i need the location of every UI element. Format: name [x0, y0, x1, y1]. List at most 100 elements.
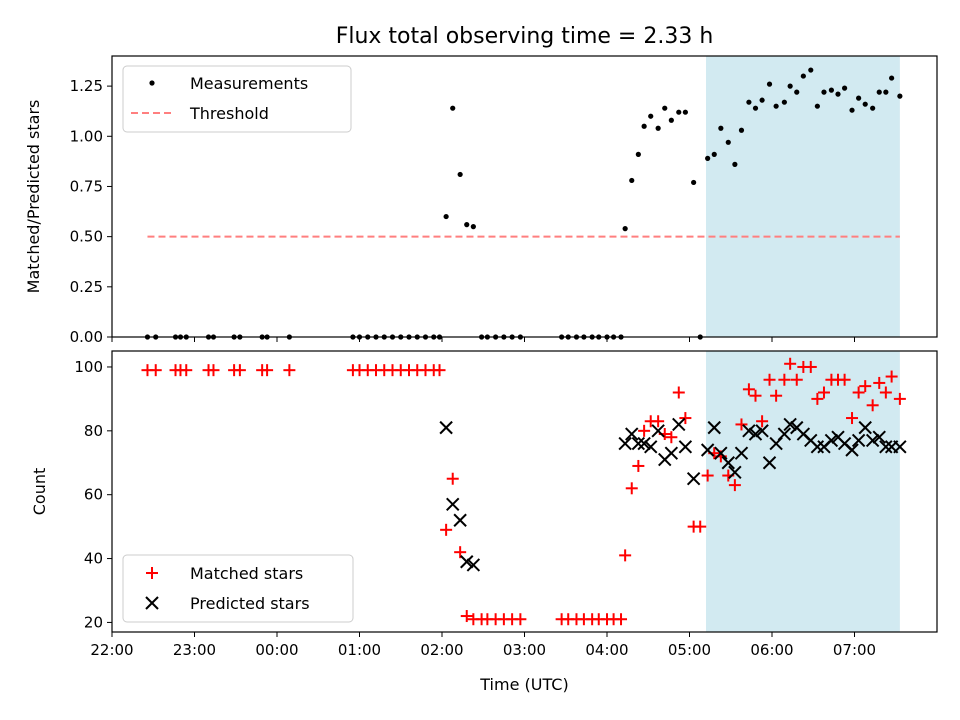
top-legend-frame — [122, 65, 352, 133]
legend-predicted-label: Predicted stars — [190, 594, 310, 613]
y-tick-label: 1.00 — [70, 127, 103, 145]
matched-stars-point — [615, 613, 628, 626]
matched-stars-point — [749, 389, 762, 402]
predicted-stars-point — [631, 436, 646, 451]
predicted-stars-point — [742, 424, 756, 438]
predicted-stars-point — [865, 433, 880, 448]
predicted-stars-point — [678, 440, 693, 454]
predicted-stars-point — [672, 417, 686, 432]
predicted-stars-point — [872, 430, 886, 444]
measurement-point — [676, 109, 682, 115]
x-tick-label: 23:00 — [173, 641, 216, 659]
predicted-stars-point — [700, 443, 715, 457]
measurement-point — [711, 151, 717, 157]
matched-stars-point — [846, 412, 859, 425]
measurement-point — [705, 155, 711, 161]
predicted-stars-point — [762, 456, 777, 470]
top-x-ticks — [111, 337, 855, 342]
predicted-stars-point — [618, 436, 632, 451]
measurement-point — [457, 171, 463, 178]
y-tick-label: 0.00 — [70, 328, 103, 346]
matched-stars-point — [811, 392, 824, 405]
predicted-stars-point — [721, 456, 735, 470]
matched-stars-point — [893, 392, 906, 405]
matched-stars-point — [665, 431, 678, 444]
predicted-stars-point — [637, 436, 651, 451]
measurement-point — [821, 89, 827, 95]
measurement-point — [718, 125, 724, 131]
predicted-stars-point — [686, 472, 701, 486]
matched-stars-point — [446, 472, 459, 485]
top-shaded-region — [706, 56, 900, 337]
measurement-point — [752, 105, 759, 111]
matched-stars-point — [770, 389, 783, 402]
matched-stars-point — [742, 383, 755, 396]
top-y-axis-label: Matched/Predicted stars — [24, 100, 43, 294]
predicted-stars-point — [439, 420, 453, 435]
x-tick-label: 00:00 — [255, 641, 298, 659]
matched-stars-point — [652, 415, 665, 428]
predicted-stars-point — [453, 513, 467, 527]
predicted-stars-point — [714, 446, 728, 460]
bottom-panel: 22:00 23:00 00:00 01:00 02:00 03:00 04:00 05:00… — [30, 350, 938, 694]
measurement-point — [862, 101, 868, 107]
measurement-point — [883, 89, 889, 95]
measurement-point — [794, 89, 800, 95]
matched-stars-point — [207, 364, 220, 377]
x-tick-label: 07:00 — [833, 641, 876, 659]
matched-stars-point — [852, 386, 865, 399]
bottom-legend: Matched stars Predicted stars — [122, 554, 354, 623]
y-tick-label: 60 — [84, 486, 103, 504]
predicted-stars-point — [460, 555, 474, 569]
measurement-point — [876, 89, 882, 95]
measurement-point — [800, 73, 806, 79]
legend-measurements-label: Measurements — [190, 74, 308, 93]
matched-stars-point — [679, 412, 692, 425]
y-tick-label: 1.25 — [70, 77, 103, 95]
measurement-point — [668, 117, 674, 123]
matched-stars-point — [283, 364, 296, 377]
predicted-stars-point — [783, 417, 797, 432]
predicted-stars-point — [748, 427, 763, 441]
measurement-point — [842, 85, 848, 91]
predicted-stars-point — [446, 497, 460, 511]
matched-stars-point — [728, 479, 741, 492]
matched-stars-point — [763, 373, 776, 386]
matched-stars-point — [440, 523, 453, 536]
predicted-stars-point — [707, 420, 721, 435]
matched-stars-point — [873, 376, 886, 389]
x-tick-label: 04:00 — [585, 641, 628, 659]
y-tick-label: 0.50 — [70, 228, 103, 246]
measurement-point — [814, 103, 820, 109]
matched-stars-point — [460, 610, 473, 623]
measurement-point — [781, 99, 787, 105]
matched-stars-point — [694, 520, 707, 533]
bottom-x-ticks: 22:00 23:00 00:00 01:00 02:00 03:00 04:00 05:00… — [90, 632, 876, 659]
matched-stars-point — [454, 546, 467, 559]
predicted-stars-point — [879, 440, 893, 454]
predicted-stars-point — [777, 427, 792, 441]
legend-matched-label: Matched stars — [190, 564, 303, 583]
matched-stars-point — [838, 373, 851, 386]
x-tick-label: 03:00 — [503, 641, 546, 659]
predicted-stars-point — [755, 424, 769, 438]
bottom-series-group — [141, 357, 907, 626]
x-tick-label: 06:00 — [750, 641, 793, 659]
measurement-point — [856, 95, 862, 101]
matched-stars-point — [817, 386, 830, 399]
measurement-point — [682, 109, 688, 115]
measurement-point — [464, 222, 470, 228]
legend-matched-marker — [146, 567, 158, 579]
measurement-point — [738, 127, 745, 133]
measurement-point — [732, 161, 738, 167]
y-tick-label: 100 — [74, 358, 103, 376]
matched-stars-point — [433, 364, 446, 377]
bottom-y-axis-label: Count — [30, 468, 49, 516]
measurement-point — [655, 125, 661, 131]
predicted-stars-point — [845, 443, 859, 457]
matched-stars-point — [735, 418, 748, 431]
measurement-point — [622, 226, 628, 232]
measurement-point — [662, 105, 668, 111]
y-tick-label: 0.75 — [70, 177, 103, 195]
matched-stars-point — [514, 613, 527, 626]
